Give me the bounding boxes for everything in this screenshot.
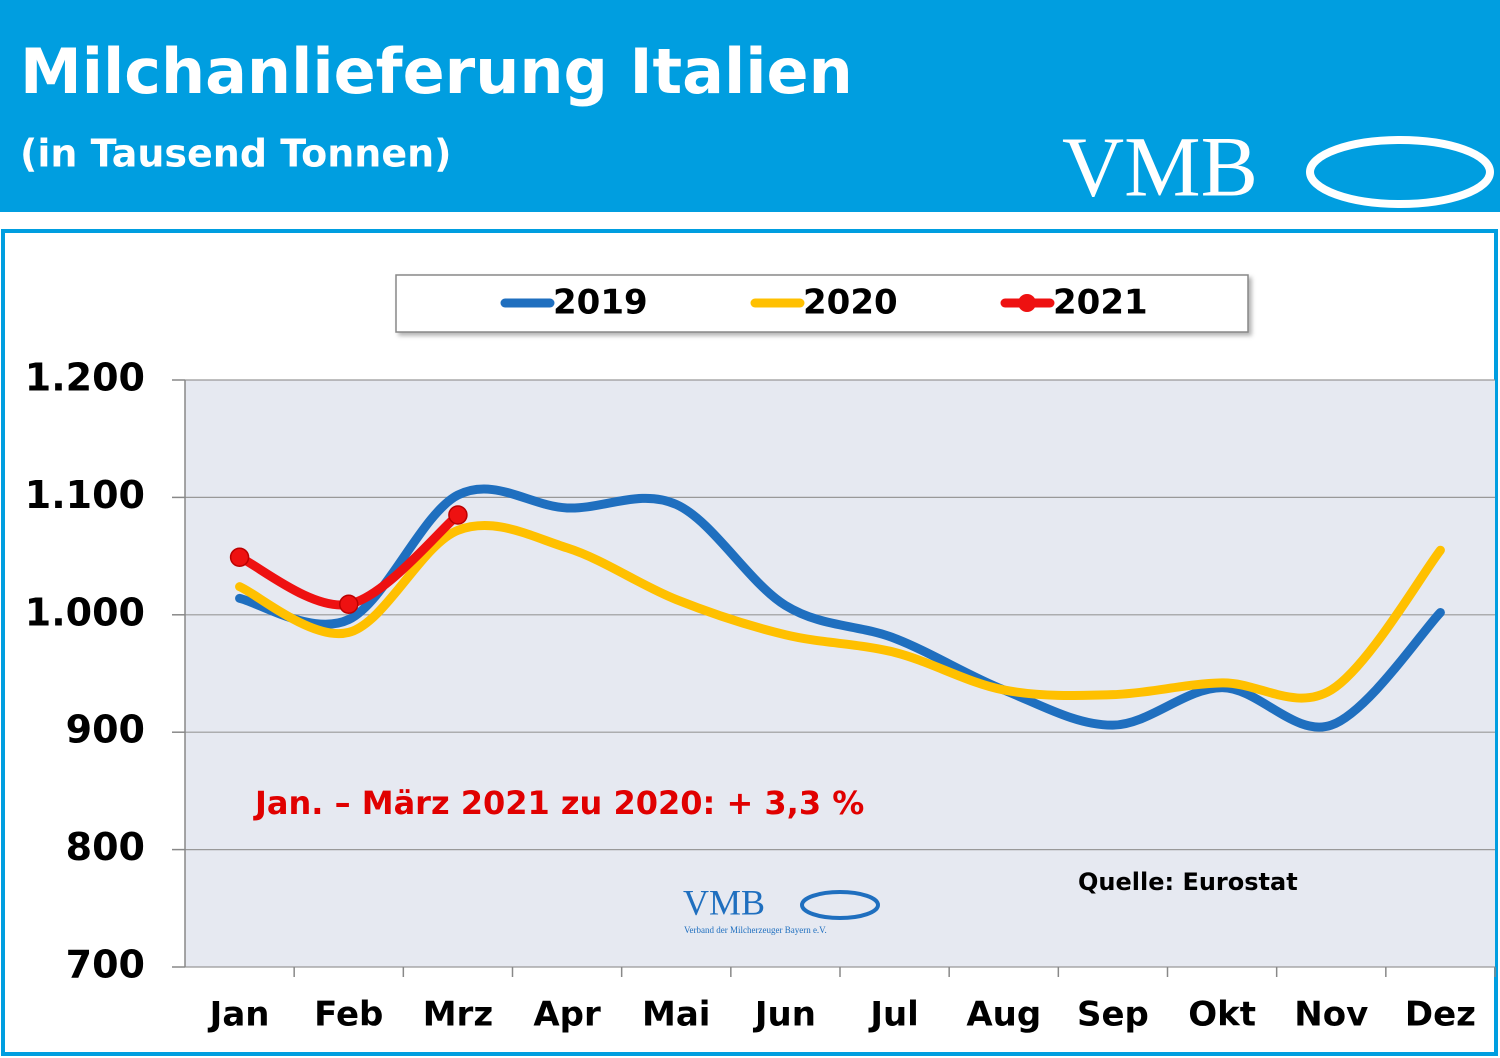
y-tick-label: 1.100 xyxy=(25,473,145,517)
series-marker xyxy=(448,505,468,525)
x-tick-label: Sep xyxy=(1077,995,1149,1035)
y-tick-label: 1.000 xyxy=(25,590,145,634)
watermark-swoosh xyxy=(800,890,880,920)
x-tick-label: Dez xyxy=(1405,995,1476,1035)
logo: VMB xyxy=(1062,119,1258,215)
series-marker xyxy=(229,547,250,568)
logo-swoosh xyxy=(1306,136,1494,208)
x-tick-label: Aug xyxy=(966,995,1041,1035)
title: Milchanlieferung Italien xyxy=(20,35,853,108)
legend-marker xyxy=(1018,294,1036,312)
series-line xyxy=(235,484,1445,732)
annotation: Jan. – März 2021 zu 2020: + 3,3 % xyxy=(253,784,864,822)
x-tick-label: Okt xyxy=(1188,995,1256,1035)
source: Quelle: Eurostat xyxy=(1078,868,1298,896)
series-line xyxy=(235,521,1445,703)
plot-area xyxy=(185,380,1495,967)
y-tick-label: 800 xyxy=(66,825,145,869)
y-tick-label: 1.200 xyxy=(25,356,145,400)
x-tick-label: Nov xyxy=(1294,995,1368,1035)
y-tick-label: 900 xyxy=(66,708,145,752)
x-tick-label: Jul xyxy=(868,995,919,1035)
legend-label: 2021 xyxy=(1053,283,1148,323)
legend-label: 2020 xyxy=(803,283,898,323)
series-marker xyxy=(339,594,359,614)
x-tick-label: Apr xyxy=(533,995,601,1035)
x-tick-label: Jan xyxy=(208,995,270,1035)
x-tick-label: Jun xyxy=(753,995,816,1035)
x-tick-label: Feb xyxy=(314,995,383,1035)
y-tick-label: 700 xyxy=(66,943,145,987)
legend-label: 2019 xyxy=(553,283,648,323)
header-band xyxy=(0,0,1500,212)
subtitle: (in Tausend Tonnen) xyxy=(20,132,452,176)
watermark-logo: VMB xyxy=(683,882,765,922)
x-tick-label: Mai xyxy=(642,995,710,1035)
x-tick-label: Mrz xyxy=(423,995,493,1035)
watermark-caption: Verband der Milcherzeuger Bayern e.V. xyxy=(684,925,827,935)
